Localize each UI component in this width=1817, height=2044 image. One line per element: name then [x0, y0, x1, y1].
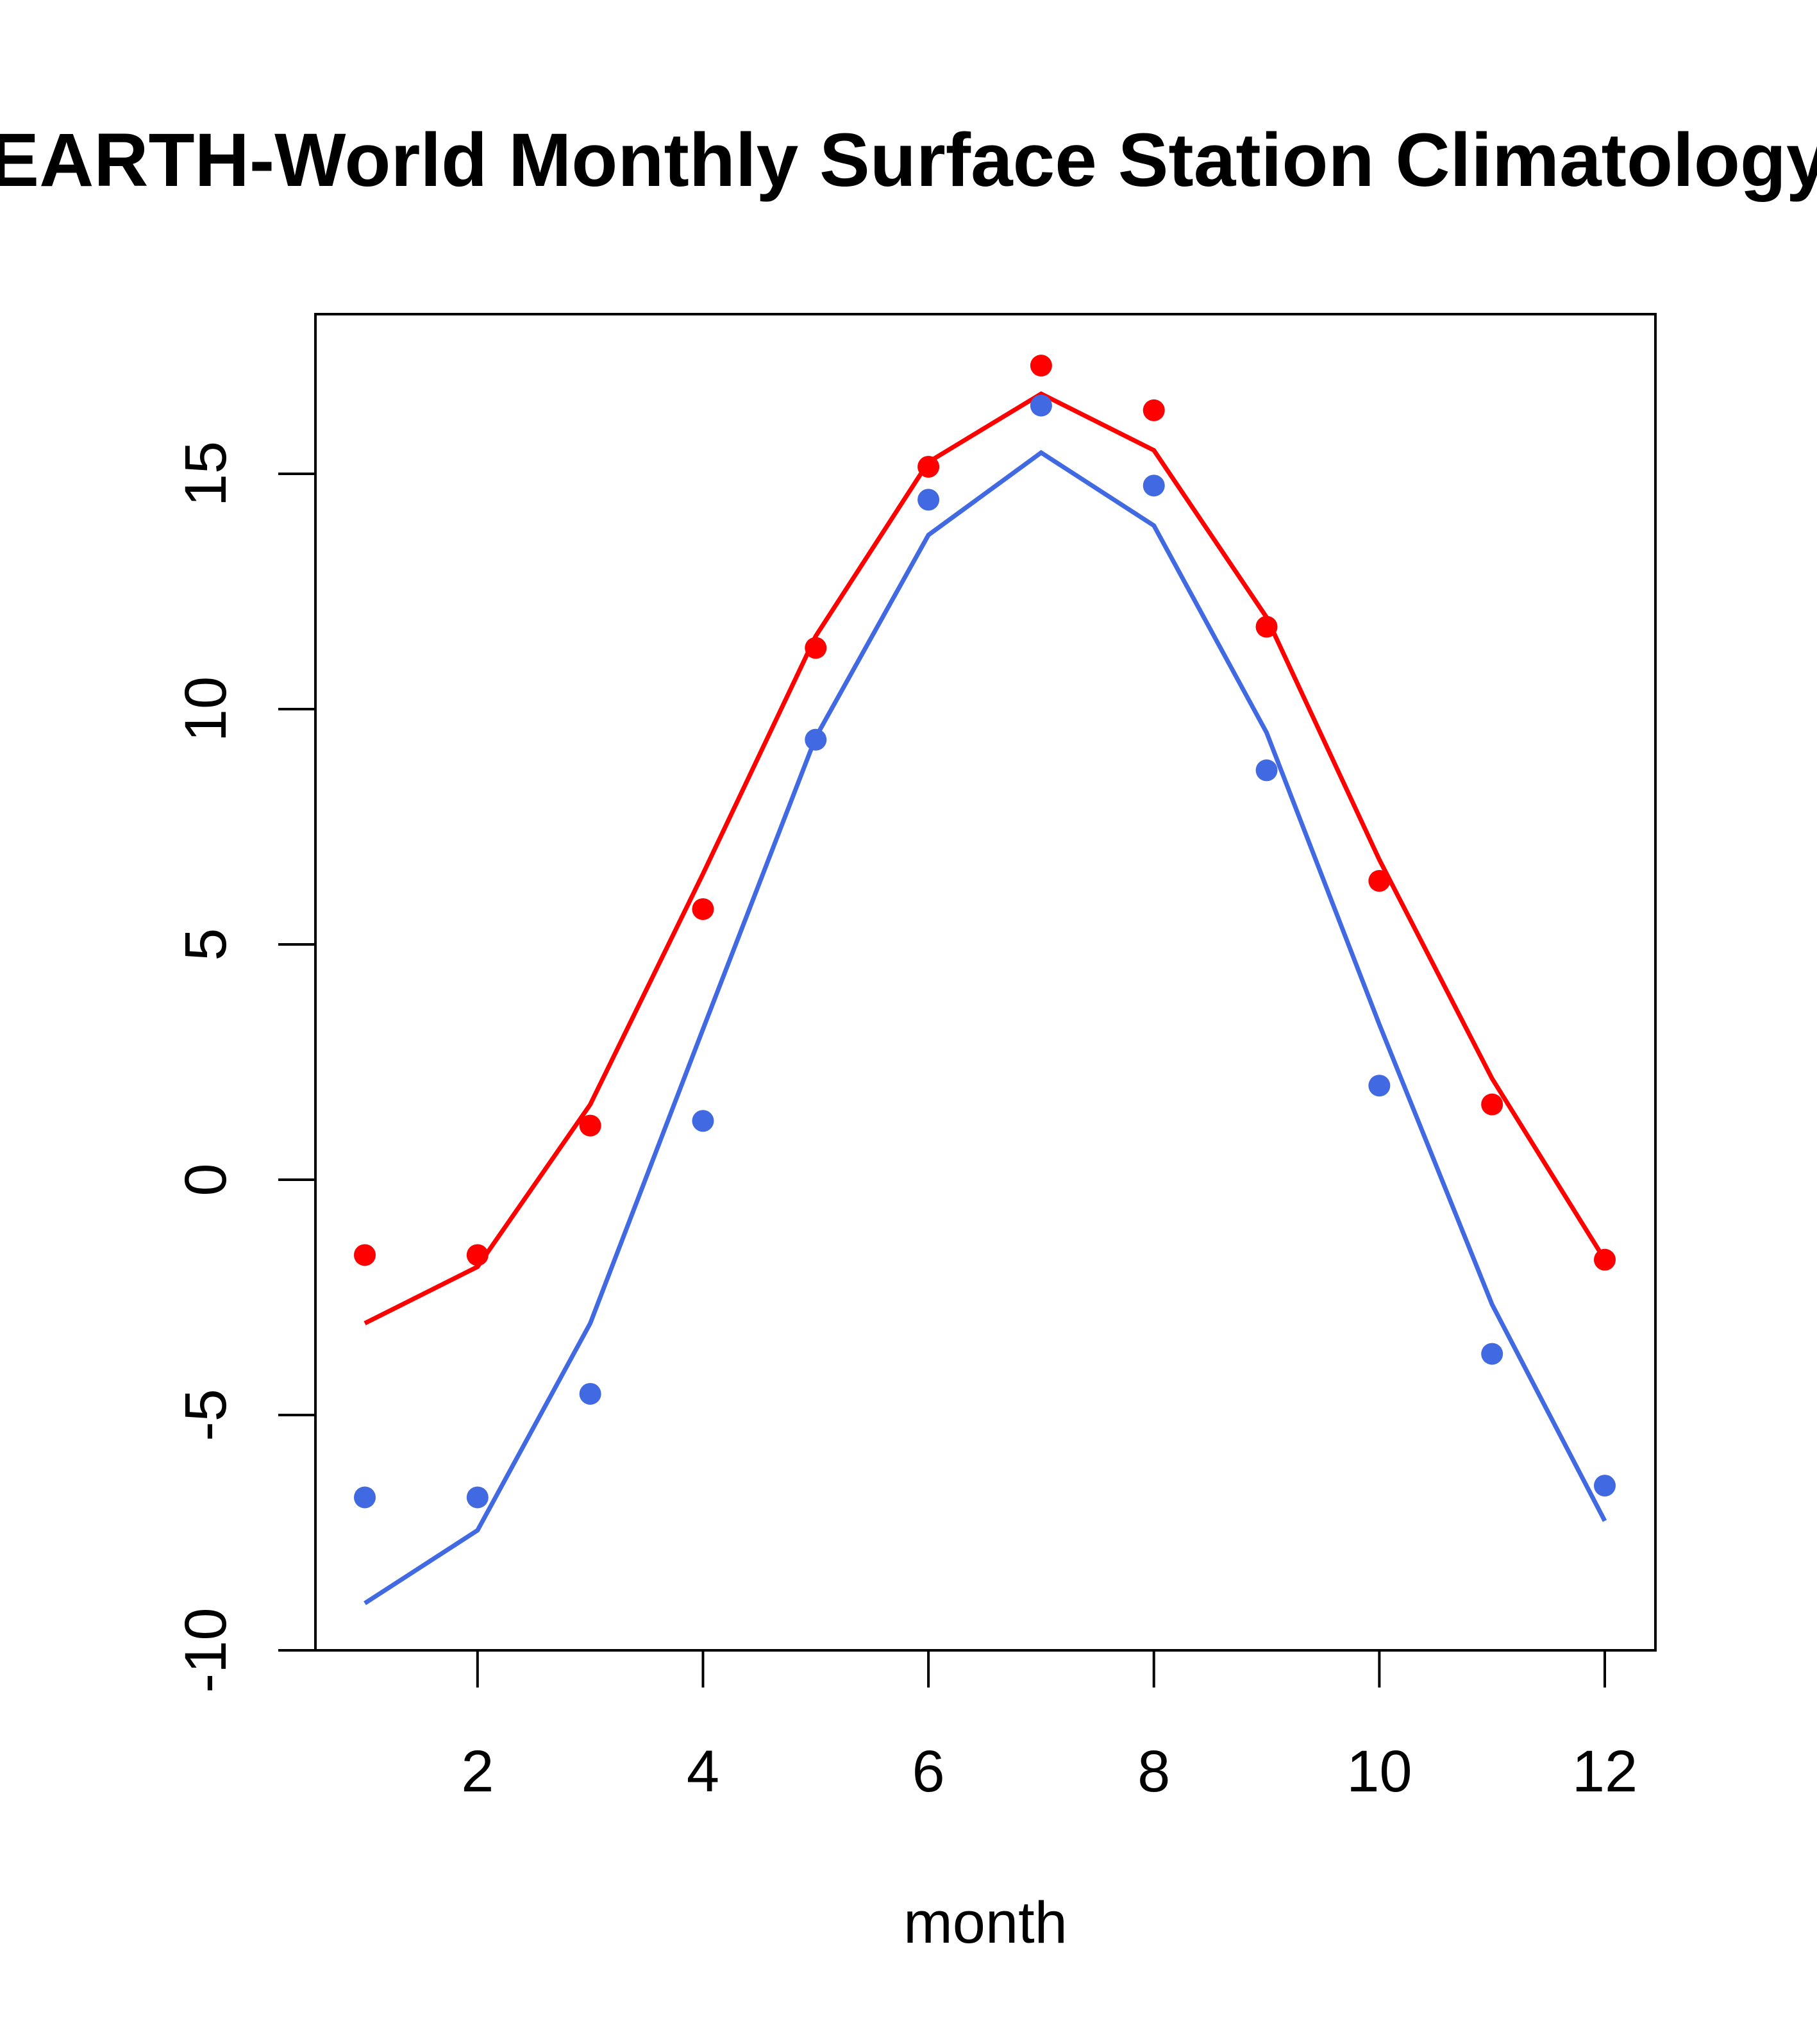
red-points-point: [1594, 1248, 1616, 1271]
blue-points-point: [692, 1110, 714, 1132]
x-tick-label: 6: [912, 1739, 945, 1804]
blue-points-point: [354, 1486, 376, 1509]
x-tick-label: 4: [687, 1739, 719, 1804]
red-points-point: [692, 898, 714, 920]
blue-points-point: [1594, 1475, 1616, 1497]
x-axis: 2 4 6 8 10 12: [461, 1649, 1637, 1804]
red-line-series: [364, 391, 1607, 1325]
x-tick-label: 12: [1572, 1739, 1637, 1804]
y-tick-label: -10: [173, 1608, 239, 1693]
x-tick-label: 2: [461, 1739, 494, 1804]
series-layer: [354, 355, 1616, 1605]
red-points-point: [1143, 399, 1165, 421]
y-tick-label: 10: [173, 676, 239, 742]
red-points-point: [1368, 869, 1391, 892]
y-axis: -10 -5 0 5 10 15: [173, 441, 317, 1693]
x-tick-label: 8: [1137, 1739, 1170, 1804]
blue-points-point: [1030, 394, 1052, 417]
red-points-point: [466, 1244, 489, 1266]
y-tick-label: 0: [173, 1163, 239, 1196]
blue-points-point: [1255, 759, 1278, 782]
blue-points-point: [1368, 1075, 1391, 1097]
blue-points-point: [1481, 1343, 1503, 1365]
x-tick-label: 10: [1346, 1739, 1412, 1804]
red-points-point: [917, 455, 940, 478]
blue-points-point: [579, 1382, 601, 1405]
blue-line-series: [364, 449, 1607, 1605]
x-axis-label: month: [903, 1890, 1068, 1956]
red-points-point: [579, 1114, 601, 1137]
y-tick-label: -5: [173, 1389, 239, 1441]
y-tick-label: 15: [173, 441, 239, 507]
plot-frame: [314, 313, 1657, 1652]
chart-title: EARTH-World Monthly Surface Station Clim…: [0, 118, 1817, 203]
blue-points-point: [917, 489, 940, 511]
blue-points-point: [805, 728, 827, 751]
red-points-point: [1255, 616, 1278, 638]
red-points-point: [805, 637, 827, 659]
red-points-point: [1030, 355, 1052, 377]
red-points-point: [1481, 1093, 1503, 1116]
red-points-point: [354, 1244, 376, 1266]
y-tick-label: 5: [173, 928, 239, 960]
blue-points-point: [1143, 474, 1165, 497]
blue-points-point: [466, 1486, 489, 1509]
